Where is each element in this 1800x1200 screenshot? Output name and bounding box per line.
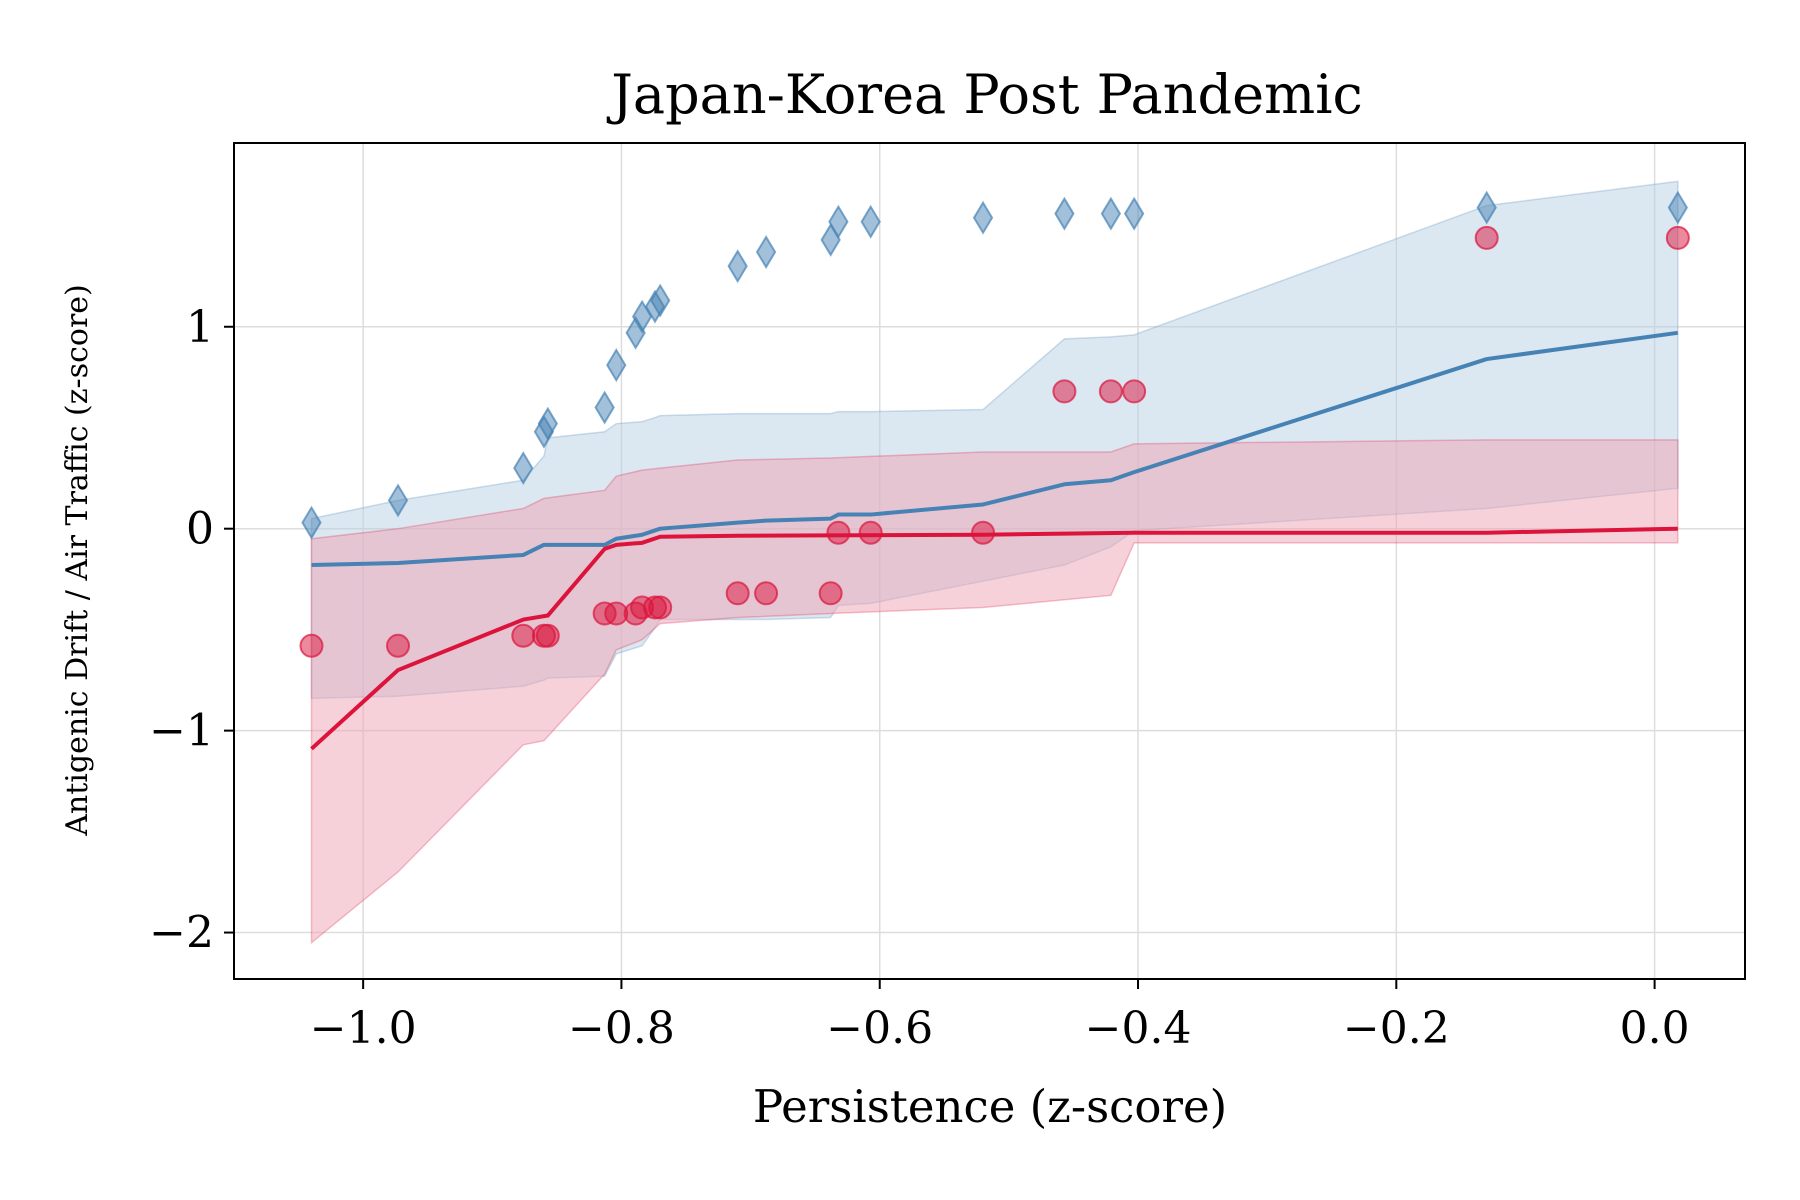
series-2-point (1052, 379, 1077, 404)
band-layer (310, 180, 1679, 945)
x-tick-label: −0.8 (568, 1003, 675, 1054)
x-tick-label: −0.4 (1085, 1003, 1192, 1054)
series-1-point (1123, 196, 1145, 231)
series-1-point (1476, 190, 1497, 225)
series-2-point (971, 520, 996, 545)
marker-layer (299, 190, 1690, 658)
series-1-point (513, 451, 534, 486)
y-tick-label: −1 (149, 706, 214, 757)
series-1-point (606, 348, 627, 383)
y-axis-ticks: 1 0 −1 −2 (149, 302, 234, 959)
series-2-point (858, 520, 883, 545)
y-tick-label: 0 (186, 504, 214, 555)
series-1-point (972, 200, 994, 235)
x-tick-label: −0.6 (826, 1003, 933, 1054)
line-layer (310, 330, 1679, 751)
x-tick-label: 0.0 (1620, 1003, 1690, 1054)
series-2-point (826, 520, 851, 545)
x-axis-label: Persistence (z-score) (753, 1080, 1227, 1133)
axes-frame (233, 142, 1746, 980)
series-2-point (754, 581, 779, 606)
series-1-point (828, 204, 849, 239)
series-2-point (818, 581, 843, 606)
x-axis-ticks: −1.0 −0.8 −0.6 −0.4 −0.2 0.0 (310, 979, 1690, 1054)
series-2-point (648, 595, 673, 620)
series-2-point (1098, 379, 1123, 404)
plot-area (233, 142, 1746, 980)
series-2-point (511, 623, 536, 648)
y-tick-label: 1 (186, 302, 214, 353)
series-1-point (537, 406, 558, 441)
series-2-point (725, 581, 750, 606)
chart-title: Japan-Korea Post Pandemic (606, 63, 1363, 126)
y-axis-label: Antigenic Drift / Air Traffic (z-score) (60, 284, 95, 837)
series-1-point (301, 505, 322, 540)
series-1-point (1667, 190, 1689, 225)
series-1-point (1100, 196, 1122, 231)
series-2-point (386, 633, 411, 658)
series-1-point (387, 483, 409, 518)
series-2-point (299, 633, 324, 658)
series-2-point (1665, 225, 1690, 250)
y-tick-label: −2 (149, 908, 214, 959)
series-1-point (594, 390, 615, 425)
series-2-point (1122, 379, 1147, 404)
series-1-point (727, 249, 748, 284)
series-2-line (310, 526, 1678, 751)
x-tick-label: −1.0 (310, 1003, 417, 1054)
x-tick-label: −0.2 (1343, 1003, 1450, 1054)
series-2-band (310, 439, 1679, 945)
series-1-point (755, 235, 777, 269)
series-1-point (650, 283, 671, 318)
series-2-point (1474, 225, 1499, 250)
series-2-point (535, 623, 560, 648)
series-1-line (311, 330, 1679, 568)
series-1-point (860, 204, 881, 239)
series-1-point (1054, 196, 1075, 231)
